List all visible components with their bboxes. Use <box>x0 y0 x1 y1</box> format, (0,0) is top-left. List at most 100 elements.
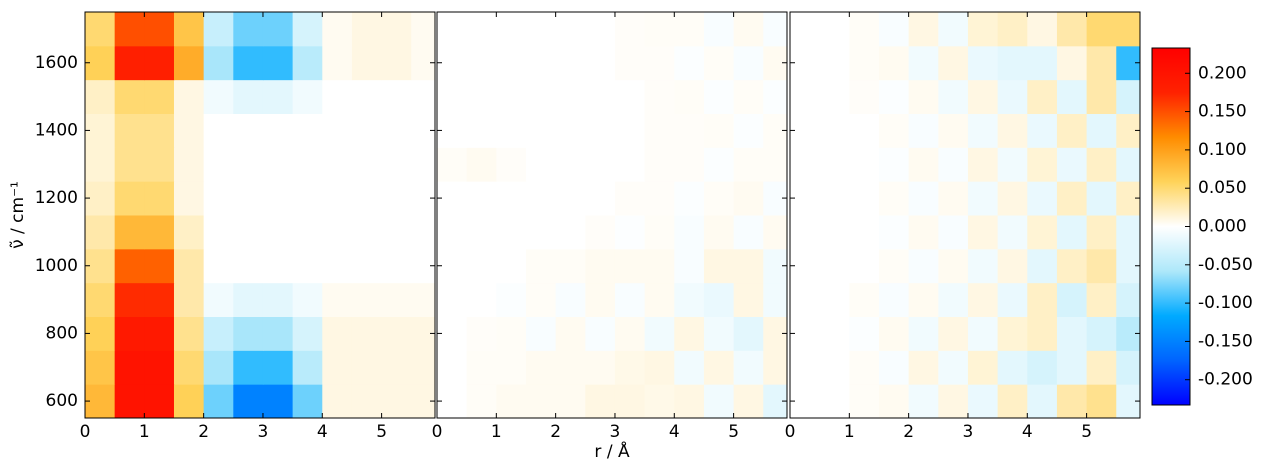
heat-cell <box>763 282 788 317</box>
heat-cell <box>733 384 764 419</box>
heat-cell <box>878 248 910 284</box>
heat-cell <box>555 215 586 250</box>
heat-cell <box>1086 113 1117 148</box>
heat-cell <box>997 248 1028 284</box>
heat-cell <box>437 181 468 216</box>
heat-cell <box>381 147 412 182</box>
heat-cell <box>233 350 264 385</box>
heat-cell <box>555 316 586 351</box>
x-tick-label: 0 <box>80 422 91 442</box>
heat-cell <box>849 79 880 114</box>
y-tick-label: 600 <box>46 391 78 411</box>
heat-cell <box>525 215 557 250</box>
heat-cell <box>85 316 116 351</box>
heat-cell <box>703 316 735 351</box>
y-tick-label: 1600 <box>35 53 78 73</box>
heat-cell <box>1116 215 1141 250</box>
heat-cell <box>1086 248 1117 284</box>
heat-cell <box>203 316 234 351</box>
heat-cell <box>437 384 468 419</box>
heat-cell <box>437 282 468 317</box>
heat-cell <box>114 248 145 284</box>
heat-cell <box>967 45 999 81</box>
heat-cell <box>203 350 234 385</box>
heat-cell <box>85 384 116 419</box>
heat-cell <box>411 215 436 250</box>
heat-cell <box>144 79 175 114</box>
heat-cell <box>411 282 436 317</box>
heat-cell <box>733 350 764 385</box>
heat-cell <box>233 316 264 351</box>
heat-cell <box>381 350 412 385</box>
heat-cell <box>967 248 999 284</box>
heat-cell <box>173 215 205 250</box>
heat-cell <box>555 350 586 385</box>
heat-cell <box>496 316 527 351</box>
colorbar-tick-label: -0.100 <box>1198 293 1253 313</box>
heat-cell <box>849 45 880 81</box>
heat-cell <box>614 79 646 114</box>
heat-cell <box>233 12 264 47</box>
heat-cell <box>614 45 646 81</box>
heat-cell <box>733 45 764 81</box>
heat-cell <box>381 113 412 148</box>
heat-cell <box>203 147 234 182</box>
heat-cell <box>1116 350 1141 385</box>
heat-cell <box>644 113 675 148</box>
heat-cell <box>381 248 412 284</box>
colorbar <box>1151 47 1191 406</box>
heat-cell <box>790 350 821 385</box>
heat-cell <box>262 316 294 351</box>
heat-cell <box>496 79 527 114</box>
heat-cell <box>763 147 788 182</box>
heat-cell <box>967 215 999 250</box>
heat-cell <box>819 316 850 351</box>
heat-cell <box>997 45 1028 81</box>
heat-cell <box>292 350 323 385</box>
x-tick-label: 3 <box>610 422 621 442</box>
heat-cell <box>703 215 735 250</box>
heat-cell <box>997 384 1028 419</box>
x-tick-label: 3 <box>258 422 269 442</box>
heat-cell <box>585 113 616 148</box>
heat-cell <box>878 113 910 148</box>
heat-cell <box>173 147 205 182</box>
heat-cell <box>1027 384 1058 419</box>
heat-cell <box>938 384 969 419</box>
heat-cell <box>114 316 145 351</box>
heat-cell <box>555 248 586 284</box>
heat-cell <box>381 45 412 81</box>
heat-cell <box>644 384 675 419</box>
heat-cell <box>1056 316 1088 351</box>
heat-cell <box>1086 215 1117 250</box>
colorbar-tick-label: 0.200 <box>1198 63 1247 83</box>
colorbar-tick-label: -0.050 <box>1198 255 1253 275</box>
heat-cell <box>1027 45 1058 81</box>
heat-cell <box>1116 12 1141 47</box>
heat-cell <box>114 147 145 182</box>
heat-cell <box>262 113 294 148</box>
heat-cell <box>262 79 294 114</box>
heat-cell <box>114 45 145 81</box>
heat-cell <box>967 113 999 148</box>
heat-cell <box>262 215 294 250</box>
heat-cell <box>292 384 323 419</box>
heat-cell <box>173 282 205 317</box>
heat-cell <box>173 181 205 216</box>
heat-cell <box>1027 282 1058 317</box>
heat-cell <box>790 248 821 284</box>
heat-cell <box>585 282 616 317</box>
heat-cell <box>85 215 116 250</box>
heat-cell <box>819 79 850 114</box>
heat-cell <box>849 248 880 284</box>
heat-cell <box>144 350 175 385</box>
colorbar-tick-label: -0.200 <box>1198 370 1253 390</box>
heat-cell <box>85 181 116 216</box>
heat-cell <box>614 113 646 148</box>
heat-cell <box>674 79 705 114</box>
heat-cell <box>233 45 264 81</box>
heat-cell <box>733 282 764 317</box>
heat-cell <box>614 147 646 182</box>
heat-cell <box>525 147 557 182</box>
